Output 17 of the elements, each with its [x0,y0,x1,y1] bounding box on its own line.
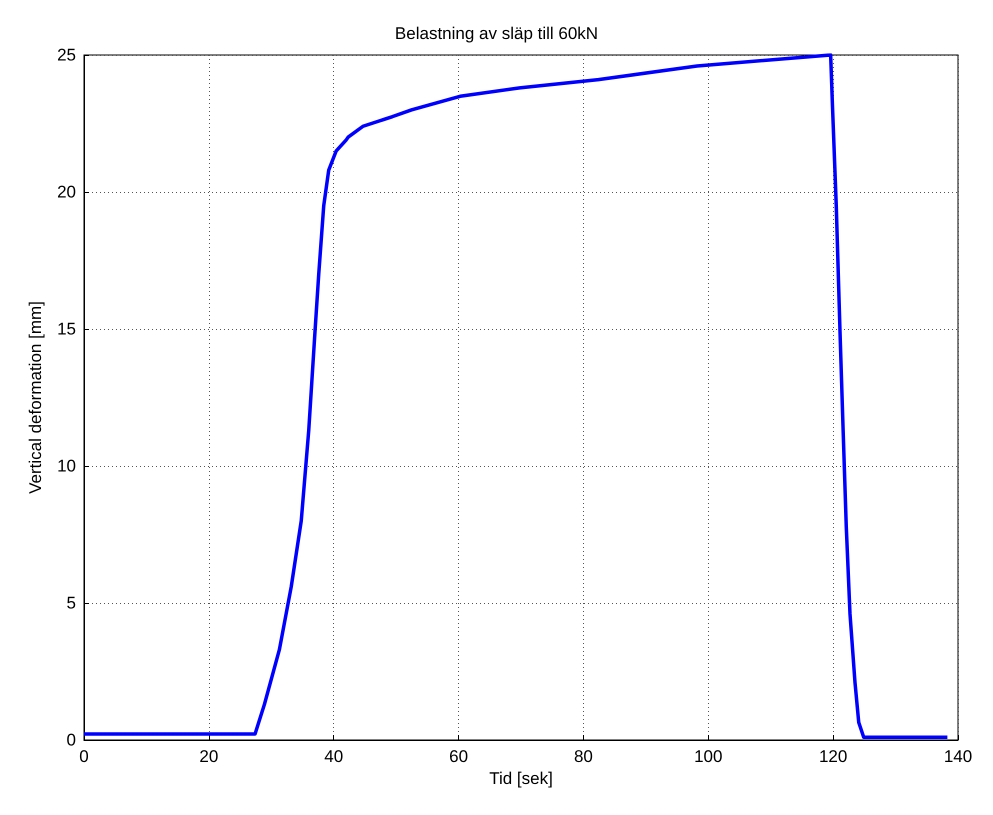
x-tick-label: 140 [944,747,972,766]
x-tick-label: 0 [79,747,89,766]
chart-title: Belastning av släp till 60kN [394,24,598,43]
x-tick-label: 60 [449,747,468,766]
y-tick-label: 0 [66,730,76,750]
x-tick-label: 20 [199,747,218,766]
x-axis-title: Tid [sek] [489,768,553,788]
y-tick-label: 25 [57,46,76,64]
y-tick-label: 5 [66,594,76,612]
y-tick-label: 20 [57,182,76,202]
x-tick-label: 40 [324,747,344,766]
x-tick-label: 100 [694,747,722,766]
y-tick-label: 15 [57,320,76,338]
x-tick-label: 120 [818,747,848,766]
y-tick-label: 10 [57,456,76,476]
y-axis-title: Vertical deformation [mm] [26,301,45,494]
x-tick-label: 80 [574,747,593,766]
